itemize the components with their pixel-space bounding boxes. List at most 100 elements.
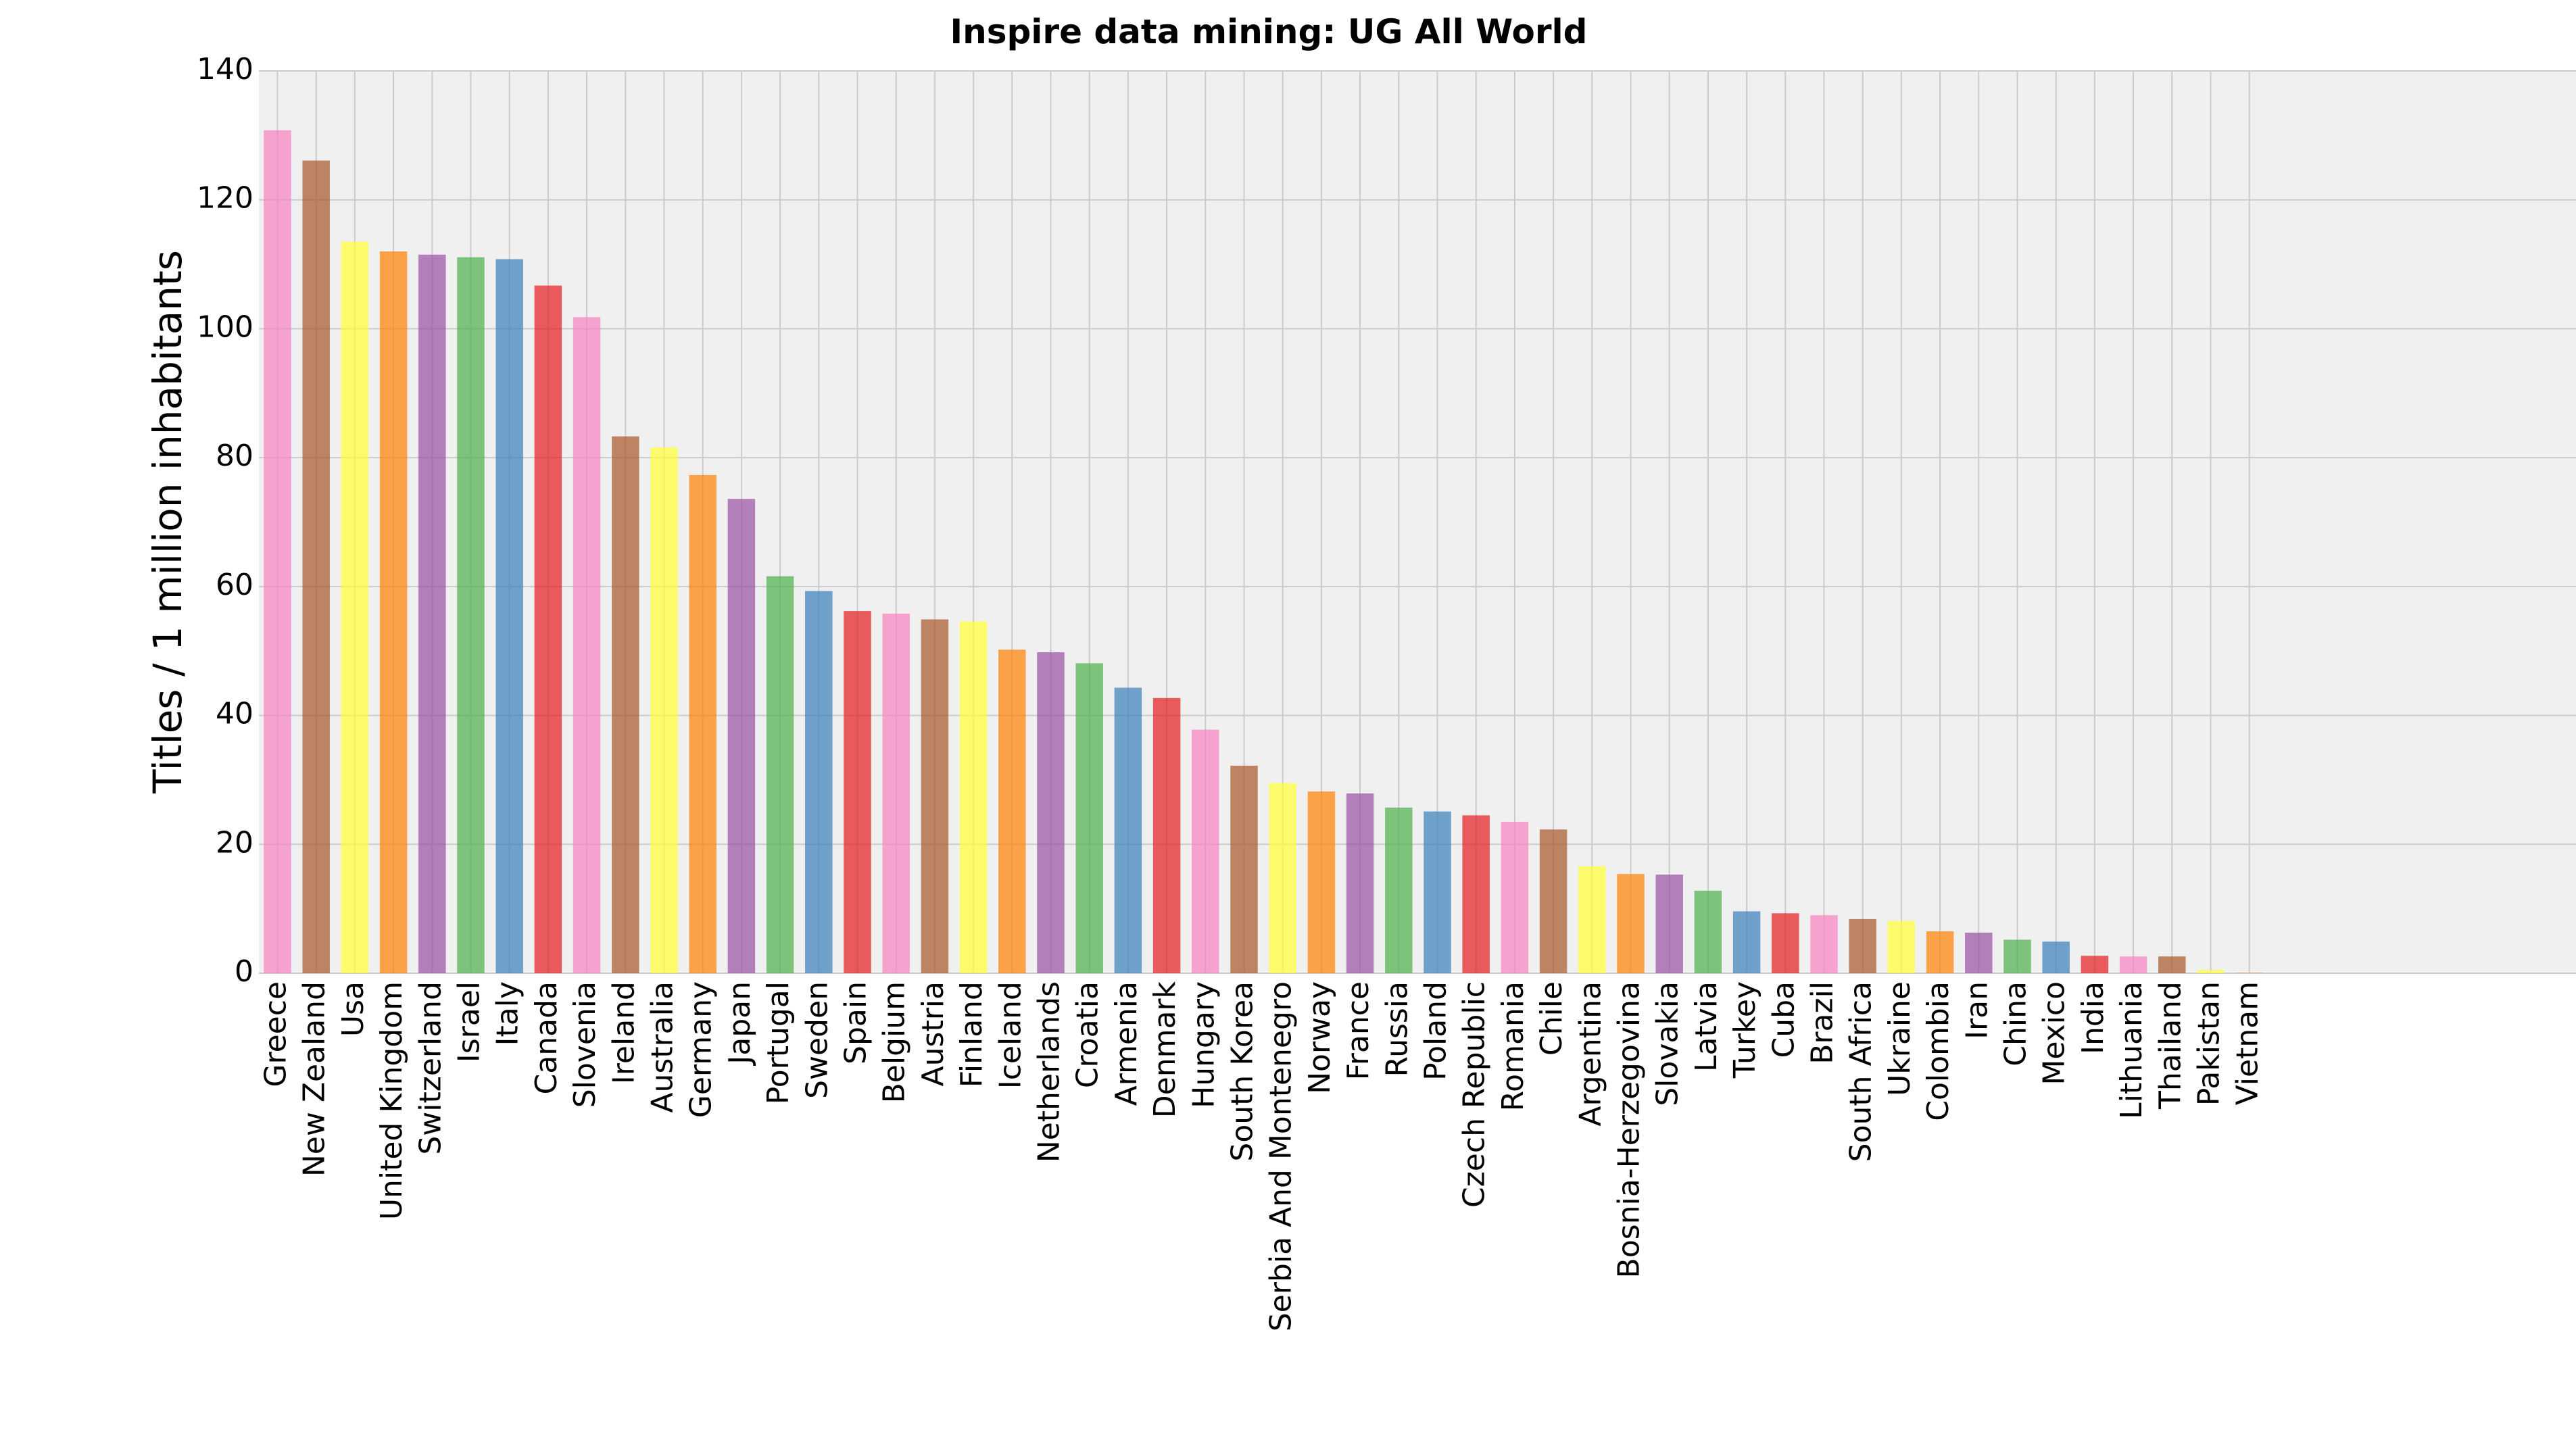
x-tick-label: Switzerland — [413, 981, 447, 1155]
bar-spain — [844, 611, 871, 973]
bar-portugal — [767, 576, 794, 973]
x-tick-label: United Kingdom — [374, 981, 409, 1220]
x-tick-label: Iran — [1960, 981, 1994, 1039]
x-tick-label: Latvia — [1689, 981, 1724, 1072]
x-tick-label: Slovakia — [1651, 981, 1685, 1106]
x-tick-label: Canada — [529, 981, 564, 1094]
bar-australia — [650, 447, 678, 973]
bar-germany — [689, 475, 716, 973]
x-tick-label: Germany — [684, 981, 719, 1118]
x-tick-label: Armenia — [1109, 981, 1144, 1106]
bar-finland — [960, 621, 988, 973]
bar-ireland — [612, 437, 639, 973]
x-tick-label: Chile — [1534, 981, 1569, 1056]
bar-south-africa — [1849, 919, 1876, 973]
x-tick-label: Iceland — [993, 981, 1027, 1089]
x-tick-label: India — [2076, 981, 2110, 1054]
y-tick-label: 0 — [235, 954, 253, 989]
bar-thailand — [2158, 956, 2186, 973]
x-tick-label: Belgium — [877, 981, 912, 1103]
bar-belgium — [882, 614, 910, 973]
x-tick-label: Cuba — [1766, 981, 1801, 1058]
bar-brazil — [1810, 915, 1838, 973]
x-tick-label: Denmark — [1148, 981, 1182, 1118]
x-tick-label: France — [1341, 981, 1376, 1080]
x-tick-label: South Korea — [1225, 981, 1260, 1162]
x-tick-label: Lithuania — [2114, 981, 2149, 1119]
bar-japan — [728, 499, 756, 973]
bar-turkey — [1733, 911, 1761, 973]
bar-cuba — [1772, 913, 1799, 973]
x-tick-label: Israel — [452, 981, 487, 1062]
x-tick-label: Pakistan — [2192, 981, 2227, 1106]
bar-iceland — [998, 649, 1026, 973]
bar-chile — [1540, 829, 1568, 973]
bar-netherlands — [1037, 652, 1065, 973]
x-tick-label: Colombia — [1921, 981, 1955, 1121]
x-tick-label: Ireland — [606, 981, 641, 1084]
bar-bosnia-herzegovina — [1617, 874, 1645, 973]
bar-iran — [1965, 933, 1993, 973]
x-tick-label: Croatia — [1071, 981, 1105, 1088]
x-tick-label: Serbia And Montenegro — [1264, 981, 1298, 1331]
bar-italy — [495, 259, 523, 973]
x-tick-label: Slovenia — [568, 981, 602, 1108]
bar-switzerland — [418, 255, 446, 973]
x-tick-label: Italy — [491, 981, 525, 1046]
bar-pakistan — [2197, 970, 2225, 973]
x-tick-label: Mexico — [2037, 981, 2072, 1085]
x-tick-label: Spain — [839, 981, 873, 1064]
x-tick-label: Greece — [259, 981, 293, 1087]
y-tick-label: 140 — [197, 52, 253, 87]
x-tick-label: Hungary — [1186, 981, 1221, 1108]
y-tick-label: 100 — [197, 310, 253, 344]
bar-greece — [264, 130, 291, 973]
plot-area — [259, 71, 2576, 973]
x-tick-label: Romania — [1496, 981, 1530, 1111]
x-tick-label: Austria — [916, 981, 950, 1086]
y-tick-label: 20 — [216, 825, 253, 860]
x-tick-label: Finland — [954, 981, 989, 1087]
bar-colombia — [1926, 931, 1954, 973]
bar-serbia-and-montenegro — [1269, 783, 1296, 973]
bar-russia — [1385, 808, 1413, 973]
bar-canada — [535, 286, 562, 973]
y-tick-label: 120 — [197, 181, 253, 216]
x-tick-label: Portugal — [761, 981, 796, 1104]
bar-ukraine — [1888, 921, 1916, 973]
x-tick-label: Argentina — [1573, 981, 1607, 1127]
x-tick-label: Ukraine — [1882, 981, 1917, 1096]
x-tick-label: Bosnia-Herzegovina — [1612, 981, 1647, 1278]
x-tick-label: Brazil — [1805, 981, 1840, 1064]
bar-israel — [457, 257, 485, 973]
bar-mexico — [2042, 941, 2070, 973]
x-tick-label: Netherlands — [1032, 981, 1067, 1162]
bar-china — [2003, 939, 2031, 973]
bar-norway — [1308, 791, 1336, 973]
chart-title: Inspire data mining: UG All World — [950, 12, 1588, 51]
bar-slovenia — [573, 317, 601, 973]
bar-romania — [1501, 822, 1529, 973]
bar-slovakia — [1655, 875, 1683, 973]
x-tick-label: Russia — [1380, 981, 1414, 1077]
x-tick-label: Australia — [646, 981, 680, 1113]
bar-croatia — [1075, 663, 1103, 973]
bar-latvia — [1695, 891, 1722, 973]
x-tick-label: New Zealand — [297, 981, 332, 1177]
bar-czech-republic — [1462, 815, 1490, 973]
bar-poland — [1424, 812, 1451, 973]
bar-denmark — [1153, 698, 1181, 973]
y-tick-label: 80 — [216, 439, 253, 473]
bar-india — [2081, 956, 2109, 973]
y-tick-label: 60 — [216, 568, 253, 602]
bar-austria — [921, 619, 949, 973]
bar-sweden — [805, 591, 833, 973]
x-tick-label: China — [1999, 981, 2033, 1066]
y-axis-label: Titles / 1 million inhabitants — [145, 250, 191, 794]
x-tick-label: Sweden — [800, 981, 834, 1099]
x-tick-label: Turkey — [1728, 981, 1762, 1079]
bar-france — [1346, 793, 1374, 973]
